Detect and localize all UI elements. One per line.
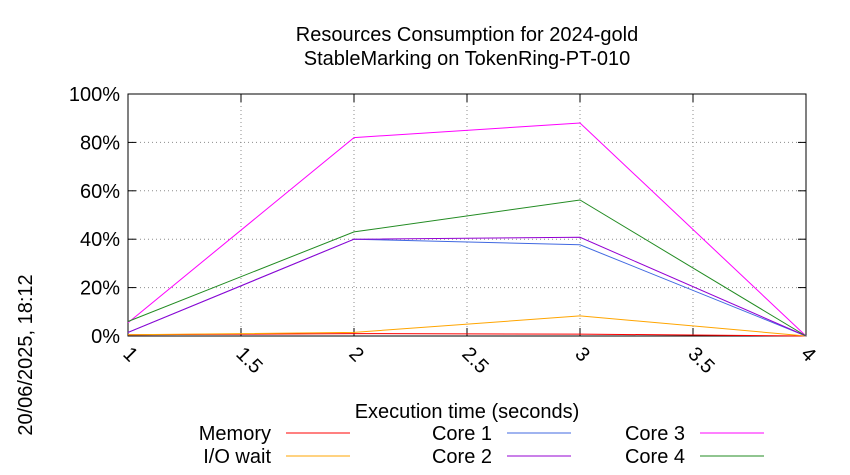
series-line-core-4 [127,199,807,337]
series-line-core-2 [127,236,807,337]
y-tick-label: 100% [69,84,120,106]
legend-label: Core 2 [432,446,492,468]
chart-subtitle: StableMarking on TokenRing-PT-010 [304,48,630,70]
timestamp-label: 20/06/2025, 18:12 [15,274,37,435]
y-tick-label: 40% [80,229,120,251]
legend-label: Core 4 [625,446,685,468]
series-line-memory [127,333,807,337]
x-tick-label: 1 [118,343,141,366]
x-axis-label: Execution time (seconds) [355,401,580,423]
grid [128,94,806,336]
x-tick-label: 2.5 [457,343,492,378]
y-tick-label: 60% [80,181,120,203]
x-tick-label: 1.5 [231,343,266,378]
legend-label: I/O wait [203,446,271,468]
y-tick-label: 80% [80,132,120,154]
x-tick-label: 3.5 [683,343,718,378]
legend-label: Memory [199,423,271,445]
series-lines [127,122,807,337]
series-line-i-o-wait [127,315,807,337]
legend-label: Core 1 [432,423,492,445]
x-tick-label: 4 [796,343,819,366]
y-tick-label: 0% [91,326,120,348]
x-tick-label: 3 [570,343,593,366]
chart-title: Resources Consumption for 2024-gold [296,24,638,46]
legend-label: Core 3 [625,423,685,445]
y-tick-label: 20% [80,278,120,300]
x-tick-label: 2 [344,343,367,366]
series-line-core-3 [127,122,807,337]
